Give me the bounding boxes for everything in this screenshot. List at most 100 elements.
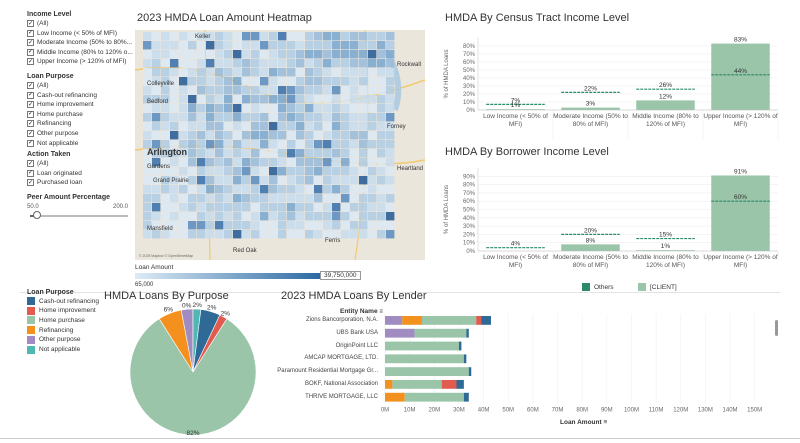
heatmap-tract[interactable] [170, 230, 179, 239]
heatmap-tract[interactable] [161, 149, 170, 158]
heatmap-tract[interactable] [233, 122, 242, 131]
heatmap-tract[interactable] [287, 32, 296, 41]
heatmap-tract[interactable] [296, 149, 305, 158]
heatmap-tract[interactable] [323, 104, 332, 113]
heatmap-tract[interactable] [188, 176, 197, 185]
heatmap-tract[interactable] [305, 41, 314, 50]
heatmap-tract[interactable] [152, 86, 161, 95]
heatmap-tract[interactable] [152, 32, 161, 41]
heatmap-tract[interactable] [170, 221, 179, 230]
heatmap-tract[interactable] [233, 32, 242, 41]
heatmap-tract[interactable] [161, 104, 170, 113]
heatmap-tract[interactable] [269, 230, 278, 239]
heatmap-tract[interactable] [296, 176, 305, 185]
heatmap-tract[interactable] [305, 68, 314, 77]
heatmap-tract[interactable] [170, 86, 179, 95]
heatmap-tract[interactable] [341, 32, 350, 41]
heatmap-tract[interactable] [152, 221, 161, 230]
heatmap-tract[interactable] [332, 122, 341, 131]
heatmap-tract[interactable] [161, 176, 170, 185]
heatmap-tract[interactable] [305, 176, 314, 185]
heatmap-tract[interactable] [287, 185, 296, 194]
heatmap-tract[interactable] [368, 59, 377, 68]
heatmap-tract[interactable] [341, 41, 350, 50]
heatmap-tract[interactable] [368, 77, 377, 86]
heatmap-tract[interactable] [350, 95, 359, 104]
lender-bar-segment[interactable] [421, 316, 477, 325]
heatmap-tract[interactable] [368, 140, 377, 149]
heatmap-tract[interactable] [314, 158, 323, 167]
action-taken-checkbox[interactable]: ✓ [27, 179, 34, 187]
heatmap-tract[interactable] [314, 176, 323, 185]
heatmap-tract[interactable] [206, 230, 215, 239]
heatmap-tract[interactable] [269, 131, 278, 140]
heatmap-tract[interactable] [215, 140, 224, 149]
heatmap-tract[interactable] [386, 176, 395, 185]
lender-bar-segment[interactable] [458, 341, 462, 351]
heatmap-tract[interactable] [341, 167, 350, 176]
heatmap-tract[interactable] [314, 194, 323, 203]
heatmap-tract[interactable] [143, 140, 152, 149]
action-taken-item[interactable]: ✓ (All) [27, 160, 49, 167]
heatmap-tract[interactable] [197, 203, 206, 212]
heatmap-tract[interactable] [179, 131, 188, 140]
heatmap-tract[interactable] [260, 50, 269, 59]
heatmap-tract[interactable] [143, 176, 152, 185]
heatmap-tract[interactable] [197, 167, 206, 176]
heatmap-tract[interactable] [359, 185, 368, 194]
heatmap-tract[interactable] [287, 122, 296, 131]
heatmap-tract[interactable] [269, 185, 278, 194]
heatmap-tract[interactable] [332, 59, 341, 68]
heatmap-tract[interactable] [197, 230, 206, 239]
heatmap-tract[interactable] [224, 95, 233, 104]
heatmap-tract[interactable] [314, 32, 323, 41]
heatmap-tract[interactable] [323, 221, 332, 230]
heatmap-tract[interactable] [332, 176, 341, 185]
lender-name[interactable]: BOKF, National Association [304, 381, 378, 387]
heatmap-tract[interactable] [179, 194, 188, 203]
heatmap-tract[interactable] [350, 122, 359, 131]
heatmap-tract[interactable] [296, 158, 305, 167]
heatmap-tract[interactable] [197, 194, 206, 203]
heatmap-tract[interactable] [242, 95, 251, 104]
heatmap-tract[interactable] [170, 113, 179, 122]
heatmap-tract[interactable] [314, 77, 323, 86]
heatmap-tract[interactable] [278, 59, 287, 68]
heatmap-tract[interactable] [386, 167, 395, 176]
lender-bar-segment[interactable] [385, 328, 415, 338]
heatmap-tract[interactable] [278, 176, 287, 185]
heatmap-tract[interactable] [179, 50, 188, 59]
heatmap-tract[interactable] [224, 32, 233, 41]
heatmap-tract[interactable] [143, 95, 152, 104]
heatmap-tract[interactable] [278, 95, 287, 104]
heatmap-tract[interactable] [197, 77, 206, 86]
heatmap-tract[interactable] [305, 113, 314, 122]
heatmap-tract[interactable] [359, 122, 368, 131]
heatmap-tract[interactable] [368, 41, 377, 50]
heatmap-tract[interactable] [377, 230, 386, 239]
heatmap-tract[interactable] [296, 41, 305, 50]
heatmap-tract[interactable] [215, 68, 224, 77]
heatmap-tract[interactable] [233, 149, 242, 158]
heatmap-tract[interactable] [206, 59, 215, 68]
heatmap-tract[interactable] [368, 104, 377, 113]
heatmap-tract[interactable] [206, 167, 215, 176]
heatmap-tract[interactable] [224, 77, 233, 86]
heatmap-tract[interactable] [350, 41, 359, 50]
heatmap-tract[interactable] [206, 140, 215, 149]
heatmap-tract[interactable] [251, 86, 260, 95]
heatmap-tract[interactable] [152, 113, 161, 122]
heatmap-tract[interactable] [323, 194, 332, 203]
heatmap-tract[interactable] [323, 140, 332, 149]
heatmap-tract[interactable] [242, 176, 251, 185]
heatmap-tract[interactable] [323, 95, 332, 104]
heatmap-tract[interactable] [179, 212, 188, 221]
heatmap-tract[interactable] [314, 86, 323, 95]
heatmap-tract[interactable] [287, 77, 296, 86]
heatmap-tract[interactable] [224, 176, 233, 185]
heatmap-tract[interactable] [233, 203, 242, 212]
heatmap-tract[interactable] [188, 50, 197, 59]
heatmap-tract[interactable] [368, 167, 377, 176]
heatmap-tract[interactable] [377, 104, 386, 113]
heatmap-tract[interactable] [206, 86, 215, 95]
